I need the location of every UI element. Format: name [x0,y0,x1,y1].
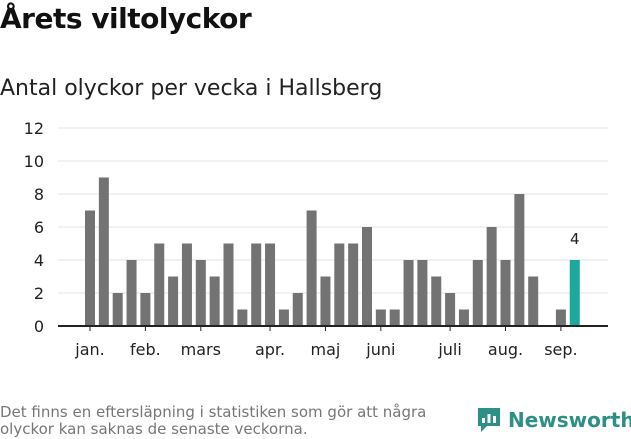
bar [112,293,123,326]
x-tick-label: aug. [488,340,523,359]
chart-subtitle: Antal olyckor per vecka i Hallsberg [0,76,383,101]
bar-highlight [569,260,580,326]
bar [181,243,192,326]
bar [445,293,456,326]
x-tick-label: juni [365,340,395,359]
bar [389,309,400,326]
bar [223,243,234,326]
x-tick-label: feb. [130,340,161,359]
chart-title: Årets viltolyckor [0,2,252,35]
bar [320,276,331,326]
bar [168,276,179,326]
newsworthy-icon [478,408,500,432]
x-tick-label: sep. [544,340,577,359]
brand-name: Newsworthy [508,408,631,432]
bar-chart: 0 2 4 6 8 10 12 4 jan. feb. mars apr. maj juni juli aug… [24,119,608,359]
y-tick-label: 12 [24,119,44,138]
bar [375,309,386,326]
y-tick-label: 4 [34,251,44,270]
bar [278,309,289,326]
y-tick-label: 8 [34,185,44,204]
bar [140,293,151,326]
bar [528,276,539,326]
bar [292,293,303,326]
y-tick-label: 6 [34,218,44,237]
bar [306,210,317,326]
bar [348,243,359,326]
x-tick-label: mars [181,340,221,359]
bar [458,309,469,326]
bar [154,243,165,326]
bar [514,194,525,326]
bar [265,243,276,326]
bar [209,276,220,326]
x-tick-label: jan. [74,340,104,359]
footnote: Det finns en eftersläpning i statistiken… [0,403,427,438]
bar [85,210,95,326]
y-tick-label: 2 [34,284,44,303]
bar [334,243,345,326]
data-label: 4 [570,230,580,248]
newsworthy-logo[interactable]: Newsworthy [476,406,631,434]
bar [431,276,442,326]
bar [486,227,497,326]
bar [362,227,372,326]
y-tick-label: 10 [24,152,44,171]
bar [417,260,428,326]
bar [98,177,109,326]
bar [555,309,566,326]
x-tick-label: maj [311,340,341,359]
x-tick-label: apr. [255,340,285,359]
bar [126,260,137,326]
bar [195,260,206,326]
y-tick-label: 0 [34,317,44,336]
bar [237,309,248,326]
bar [500,260,511,326]
bar [251,243,262,326]
x-tick-label: juli [437,340,461,359]
bar [403,260,414,326]
bar [472,260,483,326]
